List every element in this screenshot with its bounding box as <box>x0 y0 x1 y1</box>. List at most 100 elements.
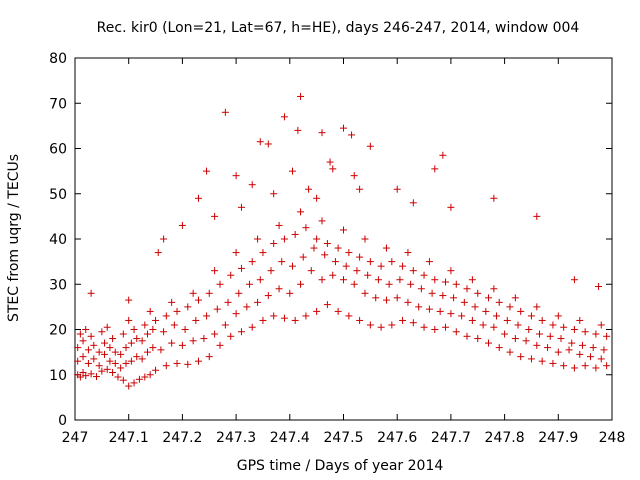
data-point <box>291 230 299 238</box>
data-point <box>111 359 119 367</box>
data-point <box>581 328 589 336</box>
data-point <box>76 373 84 381</box>
data-point <box>581 362 589 370</box>
data-point <box>200 335 208 343</box>
data-point <box>348 131 356 139</box>
data-point <box>361 289 369 297</box>
data-point <box>425 258 433 266</box>
data-point <box>133 335 141 343</box>
data-point <box>122 359 130 367</box>
data-point <box>160 328 168 336</box>
data-point <box>259 249 267 257</box>
data-point <box>237 264 245 272</box>
y-tick-label: 30 <box>49 277 67 293</box>
data-point <box>431 165 439 173</box>
data-point <box>549 359 557 367</box>
data-point <box>288 262 296 270</box>
data-point <box>143 348 151 356</box>
data-point <box>340 124 347 132</box>
data-point <box>213 305 221 313</box>
data-point <box>203 167 211 175</box>
y-axis: 0 10 20 30 40 50 60 70 80 <box>49 51 612 429</box>
data-point <box>533 303 541 311</box>
data-point <box>280 314 288 322</box>
data-point <box>560 362 568 370</box>
data-point <box>565 346 573 354</box>
data-point <box>323 301 331 309</box>
data-point <box>388 258 396 266</box>
data-point <box>162 362 170 370</box>
data-point <box>237 203 245 211</box>
data-point <box>143 330 151 338</box>
data-point <box>227 332 235 340</box>
data-point <box>321 251 329 259</box>
data-point <box>366 258 374 266</box>
data-point <box>141 321 149 329</box>
data-point <box>302 312 310 320</box>
data-point <box>447 267 455 275</box>
data-point <box>146 371 154 379</box>
data-point <box>329 271 337 279</box>
data-point <box>420 323 428 331</box>
data-point <box>138 337 146 345</box>
data-point <box>216 280 224 288</box>
data-point <box>484 339 492 347</box>
data-point <box>318 129 326 137</box>
y-tick-label: 70 <box>49 96 67 112</box>
data-point <box>501 330 509 338</box>
data-point <box>259 316 267 324</box>
data-point <box>98 367 106 375</box>
data-point <box>439 151 447 159</box>
data-point <box>307 267 315 275</box>
data-point <box>436 307 444 315</box>
data-point <box>576 316 584 324</box>
data-point <box>74 357 82 365</box>
data-point <box>538 316 546 324</box>
data-point <box>92 373 100 381</box>
data-point <box>356 253 364 261</box>
data-point <box>232 310 240 318</box>
data-point <box>232 172 240 180</box>
data-point <box>117 350 125 358</box>
data-point <box>570 364 578 372</box>
data-point <box>431 326 439 333</box>
data-point <box>415 303 423 311</box>
data-point <box>490 285 498 293</box>
data-point <box>396 276 404 284</box>
data-point <box>205 353 213 361</box>
data-point <box>84 346 92 354</box>
data-point <box>87 332 95 340</box>
data-point <box>192 316 200 324</box>
data-point <box>141 373 149 381</box>
data-point <box>452 280 460 288</box>
data-point <box>211 330 219 338</box>
y-tick-label: 80 <box>49 51 67 67</box>
data-point <box>323 240 331 248</box>
data-point <box>79 353 87 361</box>
y-tick-label: 60 <box>49 142 67 158</box>
data-point <box>522 337 530 345</box>
data-point <box>297 92 305 100</box>
data-point <box>130 379 138 387</box>
data-point <box>372 294 380 302</box>
data-point <box>127 339 135 347</box>
data-point <box>270 190 278 198</box>
data-point <box>603 332 611 340</box>
data-point <box>248 323 256 331</box>
data-point <box>388 321 396 329</box>
data-point <box>431 276 439 284</box>
data-point <box>340 226 347 234</box>
data-point <box>533 341 541 349</box>
x-tick-label: 247.2 <box>162 430 202 446</box>
x-tick-label: 247.1 <box>109 430 149 446</box>
data-point <box>382 296 390 304</box>
data-point <box>299 253 307 261</box>
data-point <box>135 375 143 383</box>
data-point <box>409 267 417 275</box>
data-point <box>474 289 482 297</box>
data-point <box>484 294 492 302</box>
x-tick-label: 247 <box>62 430 89 446</box>
data-point <box>525 326 533 333</box>
data-point <box>345 249 353 257</box>
data-point <box>162 312 170 320</box>
